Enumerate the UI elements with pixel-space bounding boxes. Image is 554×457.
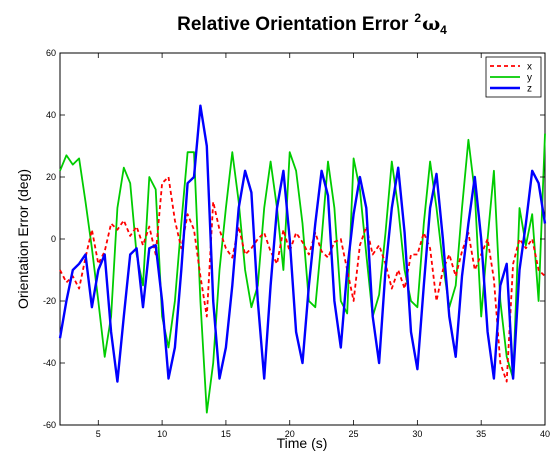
chart-title-symbol: ω bbox=[422, 13, 440, 35]
x-tick-label: 25 bbox=[349, 429, 359, 439]
x-tick-label: 35 bbox=[476, 429, 486, 439]
chart-title: Relative Orientation Error 2ω4 bbox=[177, 11, 447, 37]
y-tick-label: 40 bbox=[46, 110, 56, 120]
data-lines bbox=[58, 104, 547, 414]
legend-label-x: x bbox=[527, 62, 532, 73]
y-tick-label: 20 bbox=[46, 172, 56, 182]
y-tick-label: -20 bbox=[43, 296, 56, 306]
chart-title-text: Relative Orientation Error bbox=[177, 14, 409, 35]
x-axis-label: Time (s) bbox=[277, 435, 328, 451]
chart-title-subscript: 4 bbox=[440, 23, 447, 37]
y-tick-label: -60 bbox=[43, 420, 56, 430]
series-line-x bbox=[59, 176, 546, 383]
legend-label-z: z bbox=[527, 84, 532, 95]
y-tick-label: 60 bbox=[46, 48, 56, 58]
legend: xyz bbox=[485, 56, 542, 98]
x-tick-label: 20 bbox=[285, 429, 295, 439]
x-tick-label: 30 bbox=[412, 429, 422, 439]
series-line-y bbox=[59, 133, 546, 414]
x-tick-label: 15 bbox=[221, 429, 231, 439]
x-tick-label: 5 bbox=[96, 429, 101, 439]
x-tick-label: 10 bbox=[157, 429, 167, 439]
axis-ticks: 5 10 15 20 25 30 35 40 -60 -40 -20 0 20 40 60 bbox=[43, 48, 550, 439]
chart-title-superscript: 2 bbox=[414, 11, 421, 25]
plot-area bbox=[59, 52, 546, 426]
legend-label-y: y bbox=[527, 73, 532, 84]
x-tick-label: 40 bbox=[540, 429, 550, 439]
y-tick-label: -40 bbox=[43, 358, 56, 368]
series-line-z bbox=[58, 104, 547, 383]
y-axis-label: Orientation Error (deg) bbox=[15, 169, 31, 309]
y-tick-label: 0 bbox=[51, 234, 56, 244]
